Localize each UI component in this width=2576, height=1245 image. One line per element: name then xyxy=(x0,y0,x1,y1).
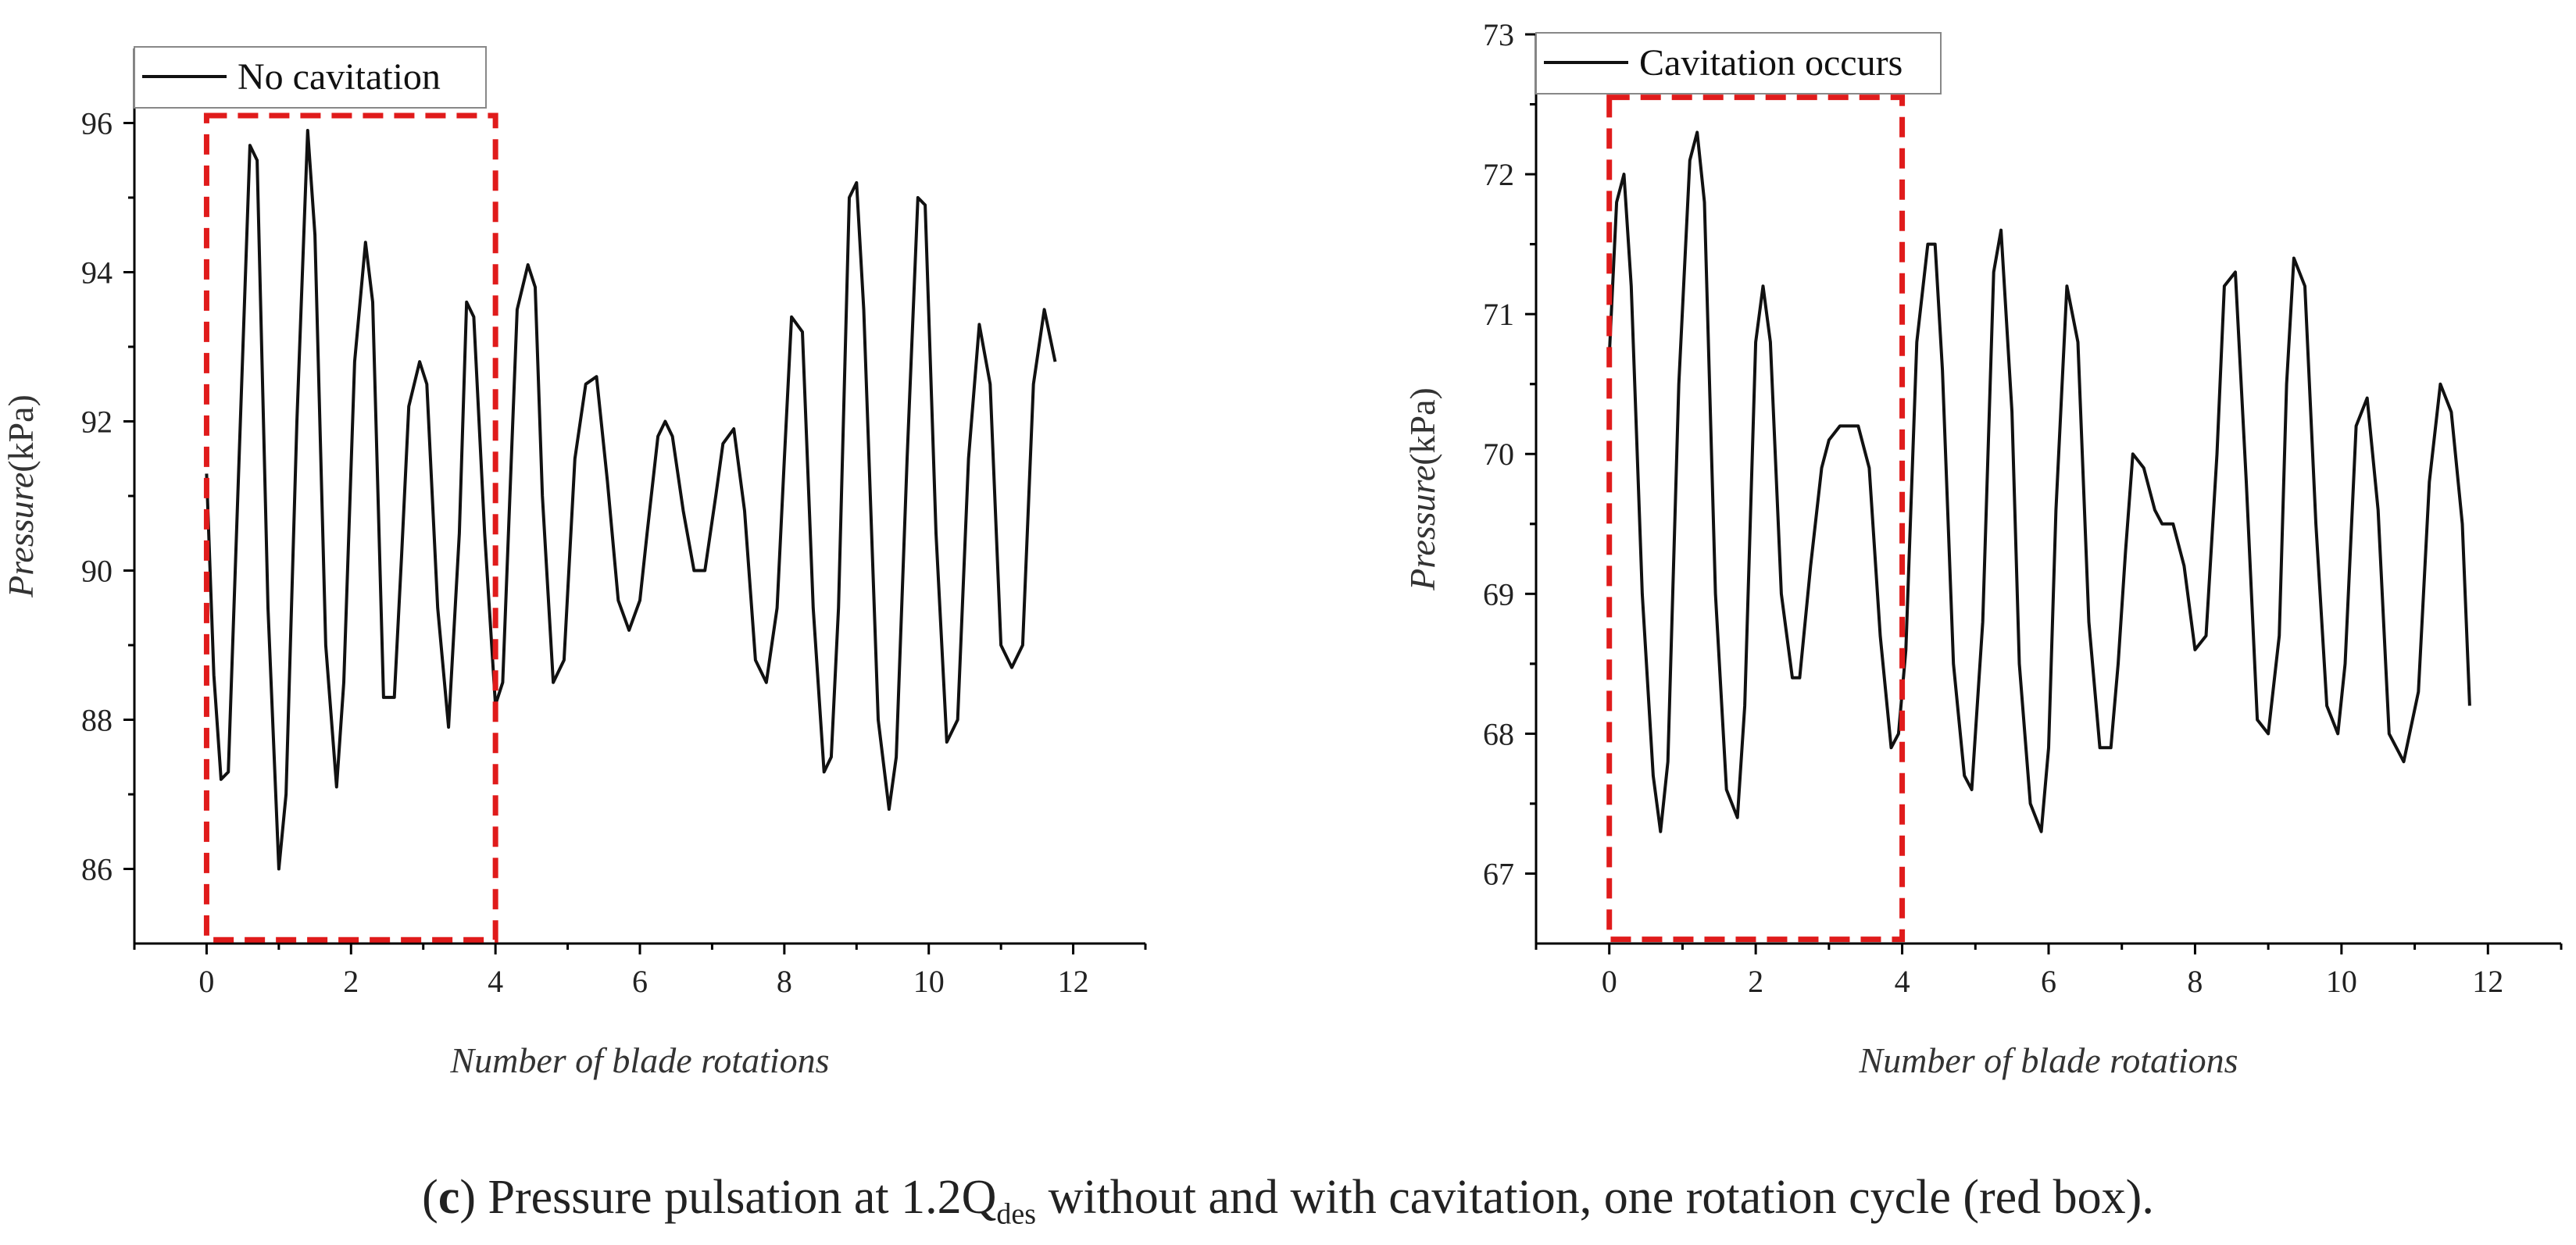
x-tick-label: 10 xyxy=(913,964,945,999)
y-tick-label: 68 xyxy=(1483,716,1514,751)
y-tick-label: 92 xyxy=(81,405,113,440)
rotation-cycle-highlight-box xyxy=(203,112,498,943)
chart-no-cavitation: 0 2 4 6 8 10 12 86 88 90 92 94 96 Number of blade rot… xyxy=(1,46,1147,1080)
x-tick-label: 10 xyxy=(2326,964,2357,999)
x-tick-label: 2 xyxy=(343,964,359,999)
x-tick-label: 4 xyxy=(488,964,503,999)
y-axis-title-unit: (kPa) xyxy=(1,394,41,473)
x-tick-label: 8 xyxy=(777,964,792,999)
legend-label: Cavitation occurs xyxy=(1639,42,1903,84)
y-tick-label: 70 xyxy=(1483,437,1514,472)
series-line-no-cavitation xyxy=(205,129,1057,871)
x-tick-label: 0 xyxy=(1602,964,1617,999)
caption-subscript: des xyxy=(996,1197,1037,1231)
y-tick-label: 73 xyxy=(1483,17,1514,52)
legend: No cavitation xyxy=(134,46,487,109)
y-tick-label: 86 xyxy=(81,852,113,887)
y-axis-title-quantity: Pressure xyxy=(1,473,41,598)
caption-text-b: without and with cavitation, one rotatio… xyxy=(1036,1171,2154,1224)
y-tick-label: 69 xyxy=(1483,576,1514,612)
y-axis-title: Pressure(kPa) xyxy=(1402,387,1442,591)
x-tick-label: 2 xyxy=(1748,964,1763,999)
x-tick-label: 4 xyxy=(1895,964,1910,999)
x-tick-label: 6 xyxy=(632,964,648,999)
y-tick-label: 88 xyxy=(81,703,113,738)
series-line-cavitation-occurs xyxy=(1607,130,2471,833)
x-tick-label: 12 xyxy=(1058,964,1089,999)
x-tick-label: 0 xyxy=(198,964,214,999)
rotation-cycle-highlight-box xyxy=(1606,95,1906,943)
y-tick-label: 67 xyxy=(1483,856,1514,891)
x-tick-label: 6 xyxy=(2041,964,2056,999)
legend: Cavitation occurs xyxy=(1535,32,1942,95)
y-tick-label: 94 xyxy=(81,255,113,291)
y-tick-label: 72 xyxy=(1483,157,1514,192)
y-tick-label: 71 xyxy=(1483,297,1514,332)
x-axis-title: Number of blade rotations xyxy=(1858,1040,2238,1080)
y-axis-title-quantity: Pressure xyxy=(1402,466,1442,591)
y-axis-title: Pressure(kPa) xyxy=(1,394,41,598)
x-tick-label: 8 xyxy=(2187,964,2203,999)
caption-text-a: Pressure pulsation at 1.2Q xyxy=(476,1171,997,1224)
figure-caption: (c) Pressure pulsation at 1.2Qdes withou… xyxy=(422,1171,2154,1231)
x-axis-title: Number of blade rotations xyxy=(449,1040,829,1080)
legend-label: No cavitation xyxy=(238,56,441,98)
y-tick-label: 90 xyxy=(81,554,113,589)
y-axis-title-unit: (kPa) xyxy=(1402,387,1442,466)
y-tick-label: 96 xyxy=(81,106,113,141)
caption-label: c xyxy=(438,1171,460,1224)
x-tick-label: 12 xyxy=(2472,964,2503,999)
